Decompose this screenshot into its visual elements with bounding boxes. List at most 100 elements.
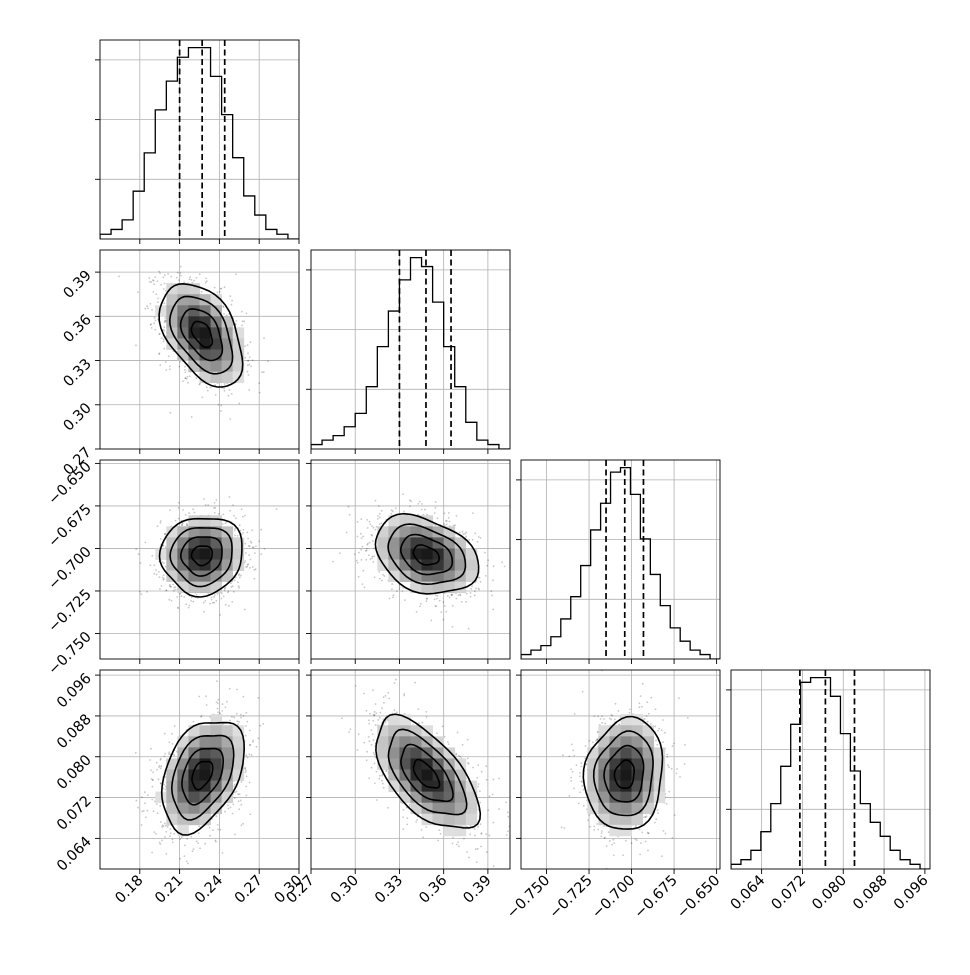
scatter-point [596,738,599,741]
panel-3-1: 0.27 0.30 0.33 0.36 0.39 [284,669,511,907]
scatter-point [164,822,166,825]
scatter-point [655,818,658,821]
density-cell [221,725,234,737]
density-cell [620,780,632,793]
scatter-point [246,720,249,723]
scatter-point [366,750,368,753]
scatter-point [157,301,159,304]
scatter-point [447,741,449,743]
scatter-point [169,509,171,511]
density-cell [166,526,178,538]
scatter-point [507,830,509,833]
scatter-point [477,785,480,788]
density-cell [388,736,400,748]
scatter-point [244,514,246,517]
scatter-point [382,696,385,699]
scatter-point [668,790,671,793]
scatter-point [229,719,232,722]
scatter-point [404,599,406,601]
density-cell [631,780,644,793]
scatter-point [435,605,438,607]
scatter-point [176,750,178,753]
scatter-point [148,277,151,279]
scatter-point [245,785,248,788]
scatter-point [134,752,137,754]
scatter-point [181,523,183,526]
scatter-point [163,783,165,786]
scatter-point [440,611,443,613]
scatter-point [150,323,153,326]
panel-content [100,460,299,659]
density-cell [188,338,200,350]
scatter-point [179,592,182,595]
scatter-point [249,558,252,561]
scatter-point [200,715,203,717]
scatter-point [154,276,157,278]
scatter-point [235,273,238,276]
scatter-point [223,383,226,385]
scatter-point [159,757,162,760]
scatter-point [363,586,366,589]
scatter-point [438,599,441,602]
scatter-point [381,779,383,782]
scatter-point [258,391,261,394]
scatter-point [247,563,250,566]
scatter-point [172,590,175,592]
scatter-point [473,828,476,830]
density-cell [210,581,223,594]
scatter-point [223,587,226,590]
scatter-point [503,565,506,568]
scatter-point [216,702,219,705]
scatter-point [248,729,251,732]
density-cell [587,791,599,804]
density-cell [631,802,644,815]
density-cell [177,548,189,560]
scatter-point [378,777,381,780]
density-cell [454,802,467,815]
scatter-point [215,499,218,501]
panel-content [311,460,510,659]
scatter-point [177,517,180,520]
scatter-point [628,711,631,714]
scatter-point [175,276,178,279]
scatter-point [240,716,243,719]
scatter-point [472,512,474,514]
density-cell [410,725,422,737]
contour-line [412,758,441,789]
scatter-point [451,593,454,596]
scatter-point [164,289,167,292]
scatter-point [495,884,497,886]
scatter-point [185,377,188,380]
density-cell [631,725,644,737]
scatter-point [182,509,185,511]
y-tick-label: −0.700 [46,544,95,593]
x-tick-label: −0.650 [674,873,723,922]
scatter-point [417,502,420,505]
scatter-point [241,324,243,327]
scatter-point [236,688,238,691]
density-cell [443,813,456,826]
scatter-point [164,533,166,535]
scatter-point [244,767,247,769]
scatter-point [236,535,239,537]
scatter-point [607,831,610,834]
scatter-point [365,759,368,762]
scatter-point [422,836,425,839]
scatter-point [418,722,420,724]
density-cell [221,360,234,373]
scatter-point [165,852,168,855]
scatter-point [570,780,573,782]
scatter-point [443,512,446,515]
scatter-point [480,832,483,835]
density-cell [642,725,655,737]
density-cell [188,548,200,560]
x-tick-label: 0.24 [192,873,226,907]
density-cell [421,537,434,549]
scatter-point [391,596,394,599]
scatter-point [245,775,248,778]
scatter-point [210,596,213,599]
scatter-point [156,525,159,528]
scatter-point [446,595,449,597]
density-cell [199,736,211,748]
density-cell [388,548,400,560]
